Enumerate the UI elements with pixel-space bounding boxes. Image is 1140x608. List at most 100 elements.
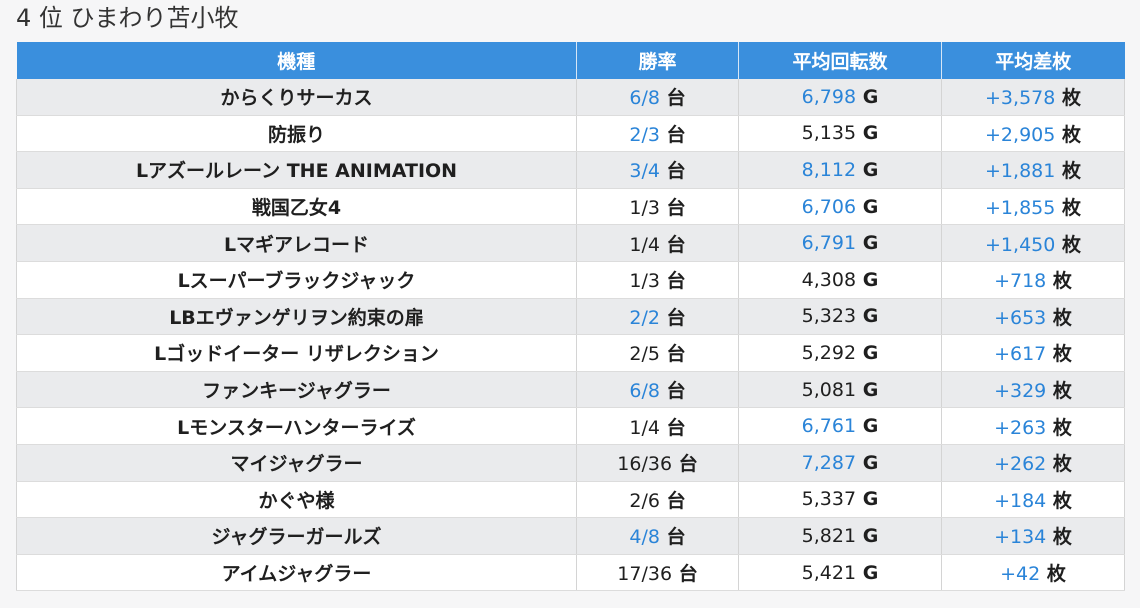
table-row[interactable]: 戦国乙女4 1/3 台 6,706 G +1,855 枚 — [16, 188, 1125, 226]
win-rate-value: 3/4 — [629, 160, 660, 183]
table-row[interactable]: Lマギアレコード 1/4 台 6,791 G +1,450 枚 — [16, 224, 1125, 262]
avg-spins-cell: 5,421 G — [738, 554, 942, 592]
win-rate-unit: 台 — [666, 380, 686, 403]
avg-diff-value: +263 — [994, 416, 1047, 439]
avg-spins-unit: G — [862, 561, 879, 584]
win-rate-unit: 台 — [678, 563, 698, 586]
machine-name-cell: Lモンスターハンターライズ — [16, 407, 577, 445]
avg-spins-unit: G — [862, 195, 879, 218]
machine-name: ファンキージャグラー — [202, 380, 391, 403]
avg-spins-unit: G — [862, 524, 879, 547]
table-row[interactable]: Lスーパーブラックジャック 1/3 台 4,308 G +718 枚 — [16, 261, 1125, 299]
win-rate-value: 1/3 — [629, 197, 660, 220]
machine-name: からくりサーカス — [220, 87, 373, 110]
avg-diff-unit: 枚 — [1061, 160, 1081, 183]
avg-diff-value: +134 — [994, 526, 1047, 549]
win-rate-cell: 4/8 台 — [576, 517, 739, 555]
avg-diff-unit: 枚 — [1061, 233, 1081, 256]
table-row[interactable]: ジャグラーガールズ 4/8 台 5,821 G +134 枚 — [16, 517, 1125, 555]
avg-diff-unit: 枚 — [1052, 453, 1072, 476]
table-row[interactable]: からくりサーカス 6/8 台 6,798 G +3,578 枚 — [16, 79, 1125, 116]
avg-spins-unit: G — [862, 268, 879, 291]
column-header-win-rate[interactable]: 勝率 — [576, 42, 739, 79]
table-row[interactable]: ファンキージャグラー 6/8 台 5,081 G +329 枚 — [16, 371, 1125, 409]
avg-spins-value: 8,112 — [801, 158, 857, 181]
avg-spins-value: 6,791 — [801, 232, 857, 255]
avg-diff-value: +1,450 — [985, 233, 1056, 256]
avg-spins-unit: G — [862, 85, 879, 108]
avg-spins-cell: 7,287 G — [738, 444, 942, 482]
avg-diff-value: +184 — [994, 489, 1047, 512]
avg-diff-cell: +184 枚 — [941, 481, 1125, 519]
win-rate-value: 1/4 — [629, 233, 660, 256]
win-rate-cell: 1/3 台 — [576, 188, 739, 226]
table-row[interactable]: 防振り 2/3 台 5,135 G +2,905 枚 — [16, 115, 1125, 153]
avg-diff-unit: 枚 — [1052, 526, 1072, 549]
win-rate-value: 6/8 — [629, 87, 660, 110]
avg-diff-value: +617 — [994, 343, 1047, 366]
table-row[interactable]: マイジャグラー 16/36 台 7,287 G +262 枚 — [16, 444, 1125, 482]
win-rate-cell: 17/36 台 — [576, 554, 739, 592]
avg-spins-cell: 6,798 G — [738, 79, 942, 116]
column-header-avg-spins[interactable]: 平均回転数 — [738, 42, 942, 79]
win-rate-cell: 1/4 台 — [576, 407, 739, 445]
win-rate-value: 1/4 — [629, 416, 660, 439]
machine-name-cell: 戦国乙女4 — [16, 188, 577, 226]
win-rate-cell: 3/4 台 — [576, 151, 739, 189]
avg-spins-cell: 5,292 G — [738, 334, 942, 372]
machine-name: ジャグラーガールズ — [211, 526, 382, 549]
avg-diff-value: +1,855 — [985, 197, 1056, 220]
machine-name-cell: アイムジャグラー — [16, 554, 577, 592]
column-header-avg-diff[interactable]: 平均差枚 — [941, 42, 1125, 79]
win-rate-value: 2/2 — [629, 306, 660, 329]
column-header-machine[interactable]: 機種 — [16, 42, 577, 79]
avg-diff-value: +42 — [1000, 563, 1041, 586]
avg-diff-unit: 枚 — [1061, 87, 1081, 110]
avg-spins-unit: G — [862, 451, 879, 474]
avg-diff-unit: 枚 — [1052, 306, 1072, 329]
table-row[interactable]: Lアズールレーン THE ANIMATION 3/4 台 8,112 G +1,881… — [16, 151, 1125, 189]
table-row[interactable]: Lゴッドイーター リザレクション 2/5 台 5,292 G +617 枚 — [16, 334, 1125, 372]
avg-spins-value: 5,135 — [801, 122, 857, 145]
avg-spins-value: 5,081 — [801, 378, 857, 401]
table-row[interactable]: アイムジャグラー 17/36 台 5,421 G +42 枚 — [16, 554, 1125, 592]
avg-diff-unit: 枚 — [1052, 416, 1072, 439]
avg-diff-cell: +1,881 枚 — [941, 151, 1125, 189]
avg-spins-value: 6,761 — [801, 415, 857, 438]
win-rate-unit: 台 — [666, 87, 686, 110]
win-rate-unit: 台 — [666, 343, 686, 366]
table-row[interactable]: LBエヴァンゲリヲン約束の扉 2/2 台 5,323 G +653 枚 — [16, 298, 1125, 336]
machine-name: アイムジャグラー — [221, 563, 372, 586]
avg-spins-cell: 6,761 G — [738, 407, 942, 445]
avg-diff-cell: +1,855 枚 — [941, 188, 1125, 226]
avg-spins-unit: G — [862, 488, 879, 511]
avg-spins-cell: 5,081 G — [738, 371, 942, 409]
win-rate-unit: 台 — [666, 416, 686, 439]
avg-diff-value: +2,905 — [985, 123, 1056, 146]
machine-name: LBエヴァンゲリヲン約束の扉 — [169, 306, 424, 329]
win-rate-cell: 2/2 台 — [576, 298, 739, 336]
win-rate-unit: 台 — [666, 270, 686, 293]
machine-name-cell: かぐや様 — [16, 481, 577, 519]
table-header-row: 機種 勝率 平均回転数 平均差枚 — [16, 42, 1125, 79]
win-rate-unit: 台 — [666, 233, 686, 256]
avg-spins-value: 5,821 — [801, 524, 857, 547]
table-row[interactable]: かぐや様 2/6 台 5,337 G +184 枚 — [16, 481, 1125, 519]
avg-spins-unit: G — [862, 232, 879, 255]
table-row[interactable]: Lモンスターハンターライズ 1/4 台 6,761 G +263 枚 — [16, 407, 1125, 445]
avg-diff-unit: 枚 — [1052, 380, 1072, 403]
avg-spins-cell: 5,337 G — [738, 481, 942, 519]
machine-name-cell: からくりサーカス — [16, 79, 577, 116]
avg-spins-value: 5,337 — [801, 488, 857, 511]
machine-name: Lスーパーブラックジャック — [177, 270, 416, 293]
avg-spins-cell: 4,308 G — [738, 261, 942, 299]
avg-diff-value: +653 — [994, 306, 1047, 329]
win-rate-value: 2/3 — [629, 123, 660, 146]
win-rate-unit: 台 — [666, 123, 686, 146]
machine-name: マイジャグラー — [230, 453, 363, 476]
win-rate-value: 2/6 — [629, 489, 660, 512]
machine-name-cell: Lマギアレコード — [16, 224, 577, 262]
avg-diff-cell: +1,450 枚 — [941, 224, 1125, 262]
win-rate-value: 4/8 — [629, 526, 660, 549]
avg-spins-value: 5,421 — [801, 561, 857, 584]
